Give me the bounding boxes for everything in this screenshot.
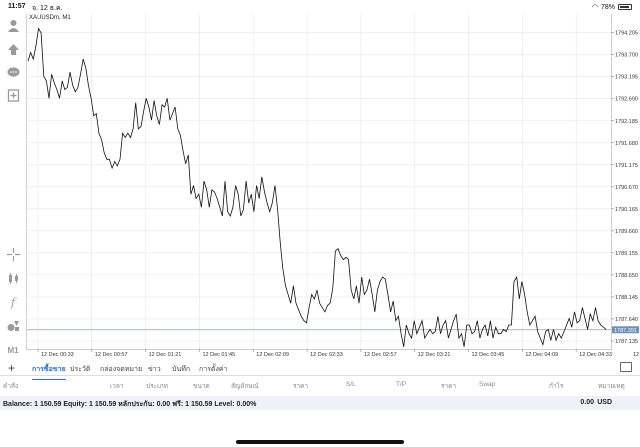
orders-table-header: คำสั่ง เวลา ประเภท ขนาด สัญลักษณ์ ราคา S… (0, 379, 640, 391)
price-axis-label: 1790.165 (615, 207, 638, 213)
price-axis-label: 1790.670 (615, 185, 638, 191)
panel-toggle-icon[interactable] (620, 362, 632, 372)
battery-percent: 78% (600, 3, 615, 11)
tab-news[interactable]: ข่าว (148, 366, 161, 373)
add-tab-button[interactable]: + (8, 361, 16, 375)
status-date: จ. 12 ธ.ค. (32, 5, 63, 12)
price-axis-label: 1789.660 (615, 229, 638, 235)
function-icon[interactable]: f (10, 295, 16, 309)
timeframe-label[interactable]: M1 (7, 345, 19, 355)
balance-currency: USD (597, 399, 612, 406)
time-axis-label: 12 Dec 01:45 (202, 352, 235, 358)
tab-mailbox[interactable]: กล่องจดหมาย (100, 366, 143, 373)
col-price-current: ราคา (441, 383, 457, 390)
upload-icon[interactable] (5, 41, 21, 57)
price-axis-label: 1791.680 (615, 141, 638, 147)
status-time: 11:57 (8, 3, 26, 10)
col-profit: กำไร (549, 383, 564, 390)
price-chart[interactable]: 1794.205 1793.700 1793.195 1792.690 1792.185… (0, 0, 640, 360)
col-order: คำสั่ง (3, 383, 19, 390)
chart-frame[interactable] (26, 14, 612, 350)
left-toolbar: f M1 (0, 14, 26, 355)
price-axis-label: 1789.155 (615, 251, 638, 257)
price-axis-label: 1792.185 (615, 119, 638, 125)
bottom-tabbar: + การซื้อขาย ประวัติ กล่องจดหมาย ข่าว บั… (0, 360, 640, 380)
user-icon[interactable] (5, 17, 21, 33)
price-axis-label: 1793.195 (615, 75, 638, 81)
time-axis-label: 12 Dec 01:21 (149, 352, 182, 358)
time-axis-label: 12 Dec 00:57 (95, 352, 128, 358)
current-price-label: 1787.391 (614, 328, 637, 334)
price-axis-label: 1794.205 (615, 31, 638, 37)
candles-icon[interactable] (5, 270, 21, 286)
chat-icon[interactable] (5, 64, 21, 80)
balance-summary: Balance: 1 150.59 Equity: 1 150.59 หลักป… (3, 401, 257, 408)
time-axis-label: 12 Dec 04:33 (579, 352, 612, 358)
col-swap: Swap (479, 381, 496, 388)
tab-settings[interactable]: การตั้งค่า (199, 366, 228, 373)
time-axis-label: 12 Dec 04:57 (633, 352, 640, 358)
price-axis-label: 1793.700 (615, 53, 638, 59)
time-axis-label: 12 Dec 00:33 (41, 352, 74, 358)
col-price: ราคา (293, 383, 309, 390)
price-axis-label: 1787.640 (615, 317, 638, 323)
price-axis-label: 1787.135 (615, 339, 638, 345)
time-axis-label: 12 Dec 03:21 (418, 352, 451, 358)
price-series-line (27, 27, 607, 347)
time-axis-label: 12 Dec 02:33 (310, 352, 343, 358)
col-comment: หมายเหตุ (598, 383, 625, 390)
shapes-icon[interactable] (5, 317, 21, 333)
battery-icon (618, 4, 632, 10)
col-type: ประเภท (146, 383, 168, 390)
price-axis-label: 1791.175 (615, 163, 638, 169)
status-bar: 11:57 จ. 12 ธ.ค. ◠ 78% (0, 0, 640, 14)
time-axis-label: 12 Dec 02:57 (364, 352, 397, 358)
balance-profit: 0.00 (580, 399, 594, 406)
current-price-tag (612, 326, 639, 334)
tab-journal[interactable]: บันทึก (172, 366, 191, 373)
tab-trade[interactable]: การซื้อขาย (32, 366, 66, 380)
time-axis-label: 12 Dec 04:09 (525, 352, 558, 358)
price-axis-label: 1788.650 (615, 273, 638, 279)
col-size: ขนาด (193, 383, 210, 390)
time-axis-label: 12 Dec 03:45 (472, 352, 505, 358)
status-right: ◠ 78% (592, 3, 632, 11)
col-symbol: สัญลักษณ์ (231, 383, 259, 390)
tab-history[interactable]: ประวัติ (70, 366, 91, 373)
chart-symbol: XAUUSDm, M1 (29, 15, 71, 21)
price-axis-label: 1788.145 (615, 295, 638, 301)
home-indicator[interactable] (236, 440, 404, 444)
time-axis-label: 12 Dec 02:09 (256, 352, 289, 358)
balance-row: Balance: 1 150.59 Equity: 1 150.59 หลักป… (0, 396, 640, 410)
wifi-icon: ◠ (591, 4, 598, 11)
col-time: เวลา (110, 383, 124, 390)
crosshair-icon[interactable] (5, 246, 21, 262)
col-tp: T/P (396, 381, 407, 388)
price-axis-label: 1792.690 (615, 97, 638, 103)
add-icon[interactable] (5, 87, 21, 103)
col-sl: S/L (346, 381, 356, 388)
